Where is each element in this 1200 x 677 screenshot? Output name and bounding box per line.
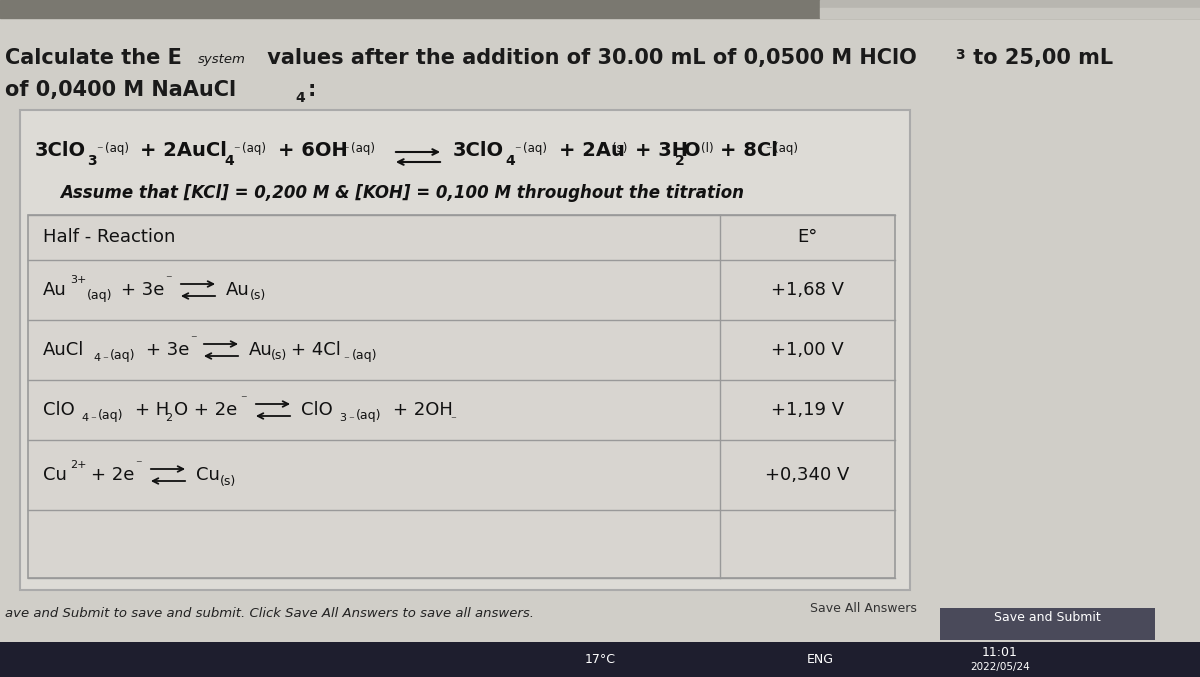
Text: + 3H: + 3H: [635, 141, 688, 160]
Text: 4: 4: [94, 353, 100, 363]
Text: + 2Au: + 2Au: [559, 141, 625, 160]
Text: (aq): (aq): [88, 290, 113, 303]
Text: + 2OH: + 2OH: [394, 401, 452, 419]
Text: ⁻: ⁻: [90, 415, 96, 425]
Text: (s): (s): [250, 290, 266, 303]
Text: of 0,0400 M NaAuCl: of 0,0400 M NaAuCl: [5, 80, 236, 100]
Text: Au: Au: [250, 341, 272, 359]
Text: (aq): (aq): [352, 349, 378, 362]
Text: 4: 4: [295, 91, 305, 105]
Text: ⁻: ⁻: [102, 355, 108, 365]
Text: + 2AuCl: + 2AuCl: [140, 141, 227, 160]
Bar: [28, 215, 895, 578]
Text: Au: Au: [43, 281, 67, 299]
Text: O: O: [684, 141, 701, 160]
Text: ⁻: ⁻: [233, 144, 240, 157]
Text: :: :: [308, 80, 317, 100]
Text: ⁻: ⁻: [514, 144, 521, 157]
Text: (s): (s): [220, 475, 236, 487]
Text: (aq): (aq): [110, 349, 136, 362]
Bar: [0, 0, 1200, 18]
Text: +0,340 V: +0,340 V: [766, 466, 850, 484]
Text: Half - Reaction: Half - Reaction: [43, 229, 175, 246]
Text: 4: 4: [224, 154, 234, 168]
Text: (aq): (aq): [98, 410, 124, 422]
Text: + H: + H: [134, 401, 169, 419]
Text: ⁻: ⁻: [166, 274, 172, 286]
Text: Cu: Cu: [43, 466, 67, 484]
Text: + 3e: + 3e: [146, 341, 190, 359]
Text: values after the addition of 30.00 mL of 0,0500 M HClO: values after the addition of 30.00 mL of…: [260, 48, 917, 68]
Text: (aq): (aq): [106, 142, 130, 155]
Text: + 6OH: + 6OH: [278, 141, 348, 160]
Text: 3: 3: [955, 48, 965, 62]
Text: 3: 3: [88, 154, 97, 168]
Text: ⁻: ⁻: [240, 393, 247, 406]
Text: ave and Submit to save and submit. Click Save All Answers to save all answers.: ave and Submit to save and submit. Click…: [5, 607, 534, 620]
Text: 4: 4: [82, 413, 88, 423]
Text: Assume that [KCl] = 0,200 M & [KOH] = 0,100 M throughout the titration: Assume that [KCl] = 0,200 M & [KOH] = 0,…: [60, 184, 744, 202]
Text: AuCl: AuCl: [43, 341, 84, 359]
Text: ⁻: ⁻: [450, 415, 456, 425]
Text: ClO: ClO: [301, 401, 332, 419]
Text: ⁻: ⁻: [343, 355, 349, 365]
Text: + 3e: + 3e: [121, 281, 164, 299]
Text: O + 2e: O + 2e: [174, 401, 238, 419]
Text: 3ClO: 3ClO: [35, 141, 86, 160]
Bar: [820, 0, 1200, 8]
Text: (l): (l): [701, 142, 714, 155]
Text: ⁻: ⁻: [766, 144, 772, 157]
Text: (s): (s): [271, 349, 287, 362]
Text: 3ClO: 3ClO: [454, 141, 504, 160]
Text: 3: 3: [340, 413, 346, 423]
Text: + 4Cl: + 4Cl: [292, 341, 341, 359]
Text: + 8Cl: + 8Cl: [720, 141, 778, 160]
Text: +1,00 V: +1,00 V: [772, 341, 844, 359]
Text: 17°C: 17°C: [584, 653, 616, 666]
Text: to 25,00 mL: to 25,00 mL: [966, 48, 1114, 68]
Text: (aq): (aq): [356, 410, 382, 422]
Text: +1,68 V: +1,68 V: [772, 281, 844, 299]
Text: +1,19 V: +1,19 V: [770, 401, 844, 419]
Text: Au: Au: [226, 281, 250, 299]
Text: Calculate the E: Calculate the E: [5, 48, 182, 68]
Text: ⁻: ⁻: [134, 458, 142, 471]
Text: ⁻: ⁻: [96, 144, 103, 157]
Text: E°: E°: [797, 229, 817, 246]
Text: 4: 4: [505, 154, 515, 168]
Text: ⁻: ⁻: [342, 144, 349, 157]
Text: (aq): (aq): [774, 142, 798, 155]
Text: 2: 2: [166, 413, 172, 423]
Text: 11:01: 11:01: [982, 646, 1018, 659]
Bar: [20, 110, 910, 590]
Text: (aq): (aq): [242, 142, 266, 155]
Text: Save and Submit: Save and Submit: [994, 611, 1100, 624]
Text: ClO: ClO: [43, 401, 74, 419]
Text: system: system: [198, 53, 246, 66]
Text: Cu: Cu: [196, 466, 220, 484]
Bar: [820, 8, 1200, 18]
Text: Save All Answers: Save All Answers: [810, 602, 917, 615]
Text: + 2e: + 2e: [91, 466, 134, 484]
Text: ⁻: ⁻: [190, 334, 197, 347]
Text: 3+: 3+: [70, 275, 86, 285]
Text: 2+: 2+: [70, 460, 86, 470]
Bar: [940, 608, 1154, 640]
Text: ⁻: ⁻: [348, 415, 354, 425]
Text: 2: 2: [674, 154, 685, 168]
Bar: [0, 642, 1200, 677]
Text: ENG: ENG: [806, 653, 834, 666]
Text: (aq): (aq): [352, 142, 374, 155]
Text: 2022/05/24: 2022/05/24: [970, 662, 1030, 672]
Text: (s): (s): [612, 142, 628, 155]
Text: (aq): (aq): [523, 142, 547, 155]
